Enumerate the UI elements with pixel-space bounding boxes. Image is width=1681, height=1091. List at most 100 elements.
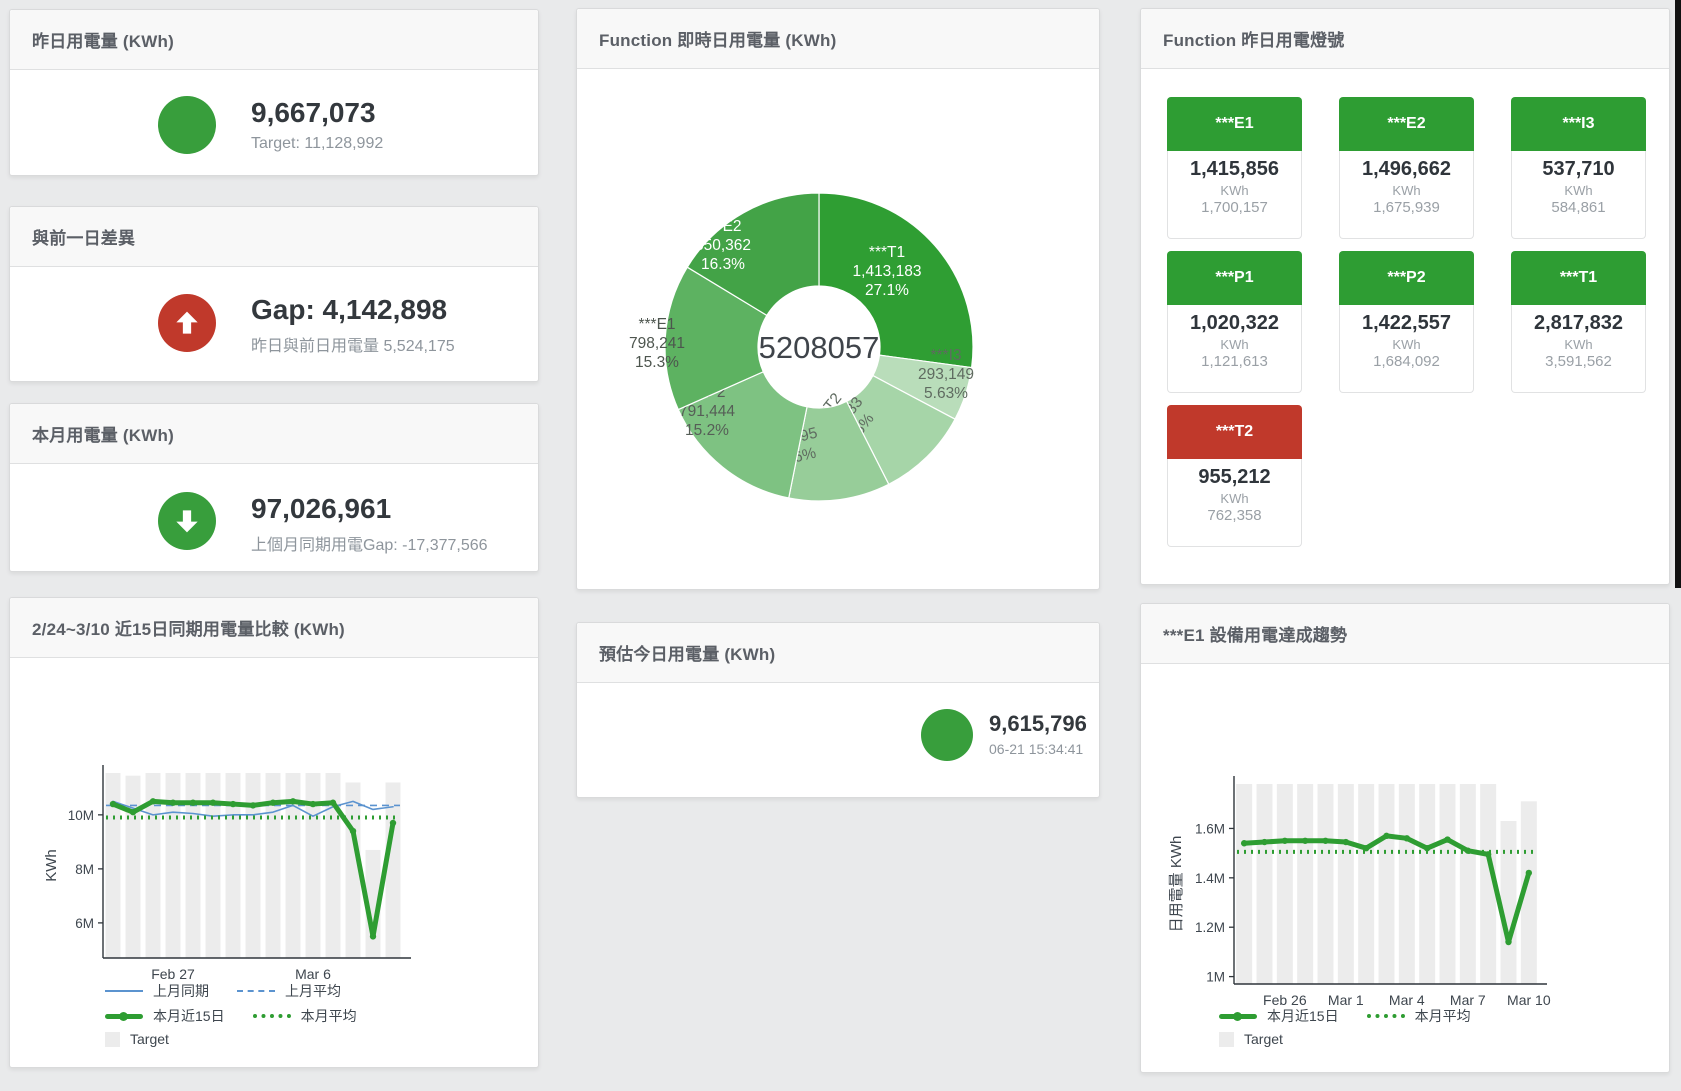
- legend-label: 本月平均: [300, 1008, 357, 1024]
- donut-label-***E2: ***E2 850,362 16.3%: [695, 218, 751, 273]
- legend-label: 上月平均: [285, 983, 341, 999]
- kpi-subtitle: 昨日與前日用電量 5,524,175: [251, 338, 455, 355]
- svg-text:1.4M: 1.4M: [1195, 871, 1225, 886]
- legend-label: 本月近15日: [153, 1008, 225, 1024]
- legend-label: Target: [1244, 1031, 1283, 1047]
- scrollbar-thumb[interactable]: [1675, 0, 1681, 588]
- tile-status-header: ***P1: [1167, 251, 1302, 305]
- panel-e1-trend: ***E1 設備用電達成趨勢 1M 1.2M 1.4M 1.6M Feb 26 Mar 1…: [1140, 603, 1670, 1073]
- panel-realtime-daily-usage: Function 即時日用電量 (KWh) ***T1 1,413,183 27.1…: [576, 8, 1100, 590]
- legend-label: 上月同期: [153, 983, 209, 999]
- panel-title: ***E1 設備用電達成趨勢: [1163, 626, 1348, 645]
- svg-text:6M: 6M: [75, 916, 94, 931]
- tile-unit: KWh: [1564, 183, 1593, 198]
- status-tile-***T2: ***T2 955,212 KWh 762,358: [1167, 405, 1302, 547]
- svg-text:KWh: KWh: [43, 849, 60, 882]
- kpi-value: 9,667,073: [251, 97, 376, 128]
- status-tile-***P2: ***P2 1,422,557 KWh 1,684,092: [1339, 251, 1474, 393]
- legend-swatch: [105, 990, 143, 992]
- tile-target: 1,675,939: [1373, 199, 1440, 216]
- panel-header[interactable]: 2/24~3/10 近15日同期用電量比較 (KWh): [10, 598, 538, 658]
- tile-target: 1,684,092: [1373, 353, 1440, 370]
- donut-label-***E1: ***E1 798,241 15.3%: [629, 316, 685, 371]
- kpi-value: 9,615,796: [989, 711, 1087, 736]
- comparison-line-chart[interactable]: 6M 8M 10M Feb 27 Mar 6 KWh: [10, 598, 540, 1069]
- legend-label: 本月近15日: [1267, 1008, 1339, 1024]
- chart-legend: 本月近15日 本月平均 Target: [1219, 1006, 1471, 1047]
- legend-swatch: [1219, 1031, 1234, 1047]
- svg-text:8M: 8M: [75, 862, 94, 877]
- panel-title: 預估今日用電量 (KWh): [599, 645, 776, 664]
- legend-item-本月平均[interactable]: 本月平均: [1366, 1006, 1471, 1026]
- donut-slice-***T1[interactable]: [818, 192, 974, 369]
- panel-title: Function 即時日用電量 (KWh): [599, 31, 837, 50]
- status-tile-***I3: ***I3 537,710 KWh 584,861: [1511, 97, 1646, 239]
- tile-target: 1,700,157: [1201, 199, 1268, 216]
- tile-target: 3,591,562: [1545, 353, 1612, 370]
- panel-header[interactable]: Function 即時日用電量 (KWh): [577, 9, 1099, 69]
- kpi-value: 97,026,961: [251, 493, 392, 524]
- panel-yesterday-status-lights: Function 昨日用電燈號 ***E1 1,415,856 KWh 1,700,1…: [1140, 8, 1670, 585]
- tile-unit: KWh: [1220, 337, 1249, 352]
- tile-value: 955,212: [1198, 466, 1271, 488]
- panel-title: 昨日用電量 (KWh): [32, 32, 174, 51]
- legend-item-上月同期[interactable]: 上月同期: [105, 981, 209, 1001]
- panel-month-usage: 本月用電量 (KWh) 97,026,961 上個月同期用電Gap: -17,3…: [9, 403, 539, 572]
- panel-header[interactable]: ***E1 設備用電達成趨勢: [1141, 604, 1669, 664]
- status-circle-icon: [158, 96, 216, 154]
- tile-body: 537,710 KWh 584,861: [1511, 151, 1646, 239]
- panel-header[interactable]: 預估今日用電量 (KWh): [577, 623, 1099, 683]
- status-tile-***E2: ***E2 1,496,662 KWh 1,675,939: [1339, 97, 1474, 239]
- legend-swatch: [252, 1014, 291, 1018]
- tile-unit: KWh: [1220, 491, 1249, 506]
- svg-text:Mar 4: Mar 4: [1389, 992, 1425, 1008]
- tile-unit: KWh: [1564, 337, 1593, 352]
- donut-center-total: 5208057: [759, 330, 880, 365]
- tile-value: 1,020,322: [1190, 312, 1279, 334]
- chart-legend: 上月同期 上月平均本月近15日 本月平均 Target: [105, 981, 357, 1047]
- donut-label-***T1: ***T1 1,413,183 27.1%: [853, 244, 922, 299]
- tile-value: 1,496,662: [1362, 158, 1451, 180]
- panel-header[interactable]: 與前一日差異: [10, 207, 538, 267]
- svg-text:1M: 1M: [1206, 970, 1225, 985]
- svg-text:10M: 10M: [68, 808, 94, 823]
- donut-slice-***E2[interactable]: [686, 192, 820, 317]
- tile-unit: KWh: [1392, 337, 1421, 352]
- tile-target: 1,121,613: [1201, 353, 1268, 370]
- tile-status-header: ***T1: [1511, 251, 1646, 305]
- tile-body: 2,817,832 KWh 3,591,562: [1511, 305, 1646, 393]
- legend-item-本月平均[interactable]: 本月平均: [252, 1006, 357, 1026]
- tile-body: 1,422,557 KWh 1,684,092: [1339, 305, 1474, 393]
- donut-slice-***E1[interactable]: [664, 266, 768, 411]
- legend-item-本月近15日[interactable]: 本月近15日: [105, 1006, 225, 1026]
- panel-header[interactable]: 本月用電量 (KWh): [10, 404, 538, 464]
- panel-title: 與前一日差異: [32, 229, 136, 248]
- svg-text:1.2M: 1.2M: [1195, 920, 1225, 935]
- legend-item-上月平均[interactable]: 上月平均: [237, 981, 341, 1001]
- donut-slice-***P2[interactable]: [677, 370, 808, 499]
- legend-item-Target[interactable]: Target: [105, 1031, 169, 1047]
- kpi-timestamp: 06-21 15:34:41: [989, 741, 1084, 757]
- status-circle-icon: [158, 294, 216, 352]
- svg-text:Mar 10: Mar 10: [1507, 992, 1551, 1008]
- e1-trend-line-chart[interactable]: 1M 1.2M 1.4M 1.6M Feb 26 Mar 1 Mar 4 Mar 7 Mar 1…: [1141, 604, 1671, 1074]
- svg-text:日用電量 KWh: 日用電量 KWh: [1168, 836, 1185, 933]
- tile-status-header: ***T2: [1167, 405, 1302, 459]
- legend-label: Target: [130, 1031, 169, 1047]
- panel-header[interactable]: Function 昨日用電燈號: [1141, 9, 1669, 69]
- tile-target: 584,861: [1551, 199, 1606, 216]
- tile-value: 2,817,832: [1534, 312, 1623, 334]
- tile-unit: KWh: [1220, 183, 1249, 198]
- legend-item-本月近15日[interactable]: 本月近15日: [1219, 1006, 1339, 1026]
- panel-header[interactable]: 昨日用電量 (KWh): [10, 10, 538, 70]
- tile-body: 1,020,322 KWh 1,121,613: [1167, 305, 1302, 393]
- tile-body: 1,415,856 KWh 1,700,157: [1167, 151, 1302, 239]
- svg-text:Feb 26: Feb 26: [1263, 992, 1307, 1008]
- tile-unit: KWh: [1392, 183, 1421, 198]
- svg-text:1.6M: 1.6M: [1195, 821, 1225, 836]
- daily-usage-donut-chart[interactable]: ***T11,413,18327.1%***I3293,1495.63%***T…: [577, 9, 1101, 591]
- panel-yesterday-usage: 昨日用電量 (KWh) 9,667,073 Target: 11,128,992: [9, 9, 539, 176]
- legend-item-Target[interactable]: Target: [1219, 1031, 1283, 1047]
- legend-swatch: [105, 1031, 120, 1047]
- svg-text:Mar 1: Mar 1: [1328, 992, 1364, 1008]
